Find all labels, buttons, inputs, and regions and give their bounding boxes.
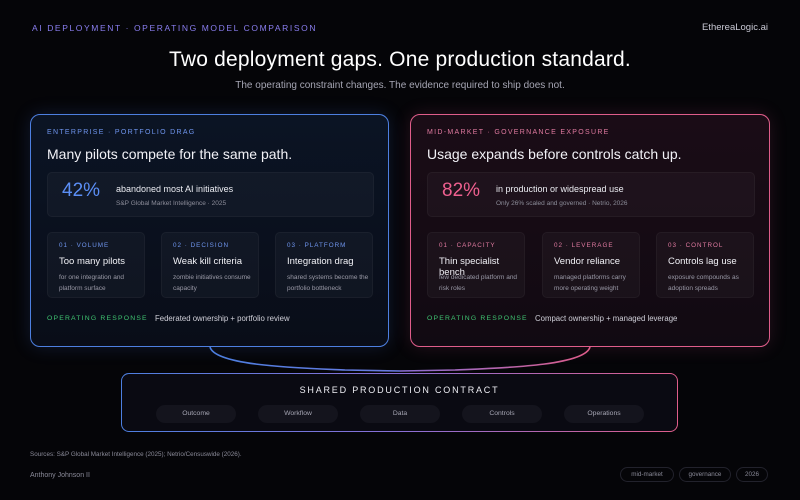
contract-chip-outcome: Outcome xyxy=(156,405,236,423)
midmarket-stat-value: 82% xyxy=(442,180,481,201)
card-description: few dedicated platform and risk roles xyxy=(439,274,518,292)
card-title: Thin specialist bench xyxy=(439,256,500,278)
midmarket-stat-source: Only 26% scaled and governed · Netrio, 2… xyxy=(496,200,628,207)
enterprise-stat-source: S&P Global Market Intelligence · 2025 xyxy=(116,200,227,207)
contract-chip-workflow: Workflow xyxy=(258,405,338,423)
card-key: 01 · VOLUME xyxy=(59,242,110,249)
card-title: Vendor reliance xyxy=(554,256,621,267)
enterprise-eyebrow: ENTERPRISE · PORTFOLIO DRAG xyxy=(47,129,196,136)
enterprise-response-label: OPERATING RESPONSE xyxy=(47,315,148,322)
card-description: shared systems become the portfolio bott… xyxy=(287,274,369,292)
midmarket-panel: MID-MARKET · GOVERNANCE EXPOSURE Usage e… xyxy=(410,114,770,347)
contract-chip-operations: Operations xyxy=(564,405,644,423)
midmarket-card-capacity: 01 · CAPACITY Thin specialist bench few … xyxy=(427,232,525,298)
card-key: 02 · DECISION xyxy=(173,242,230,249)
enterprise-stat-value: 42% xyxy=(62,180,101,201)
connector-left xyxy=(209,346,401,372)
midmarket-response-value: Compact ownership + managed leverage xyxy=(535,314,678,323)
enterprise-response-value: Federated ownership + portfolio review xyxy=(155,314,290,323)
card-title: Integration drag xyxy=(287,256,354,267)
midmarket-title: Usage expands before controls catch up. xyxy=(427,146,682,162)
card-key: 01 · CAPACITY xyxy=(439,242,496,249)
enterprise-stat-box: 42% abandoned most AI initiatives S&P Gl… xyxy=(47,172,374,217)
tag-mid-market: mid-market xyxy=(620,467,674,482)
tag-year: 2026 xyxy=(736,467,768,482)
card-title: Too many pilots xyxy=(59,256,126,267)
enterprise-stat-label: abandoned most AI initiatives xyxy=(116,184,234,194)
card-key: 03 · PLATFORM xyxy=(287,242,347,249)
enterprise-card-volume: 01 · VOLUME Too many pilots for one inte… xyxy=(47,232,145,298)
card-title: Weak kill criteria xyxy=(173,256,242,267)
enterprise-title: Many pilots compete for the same path. xyxy=(47,146,293,162)
contract-title: SHARED PRODUCTION CONTRACT xyxy=(299,385,500,395)
enterprise-panel: ENTERPRISE · PORTFOLIO DRAG Many pilots … xyxy=(30,114,389,347)
card-description: zombie initiatives consume capacity xyxy=(173,274,251,292)
card-key: 03 · CONTROL xyxy=(668,242,724,249)
tag-governance: governance xyxy=(679,467,731,482)
header-eyebrow: AI DEPLOYMENT · OPERATING MODEL COMPARIS… xyxy=(32,23,318,33)
midmarket-card-leverage: 02 · LEVERAGE Vendor reliance managed pl… xyxy=(542,232,640,298)
card-description: managed platforms carry more operating w… xyxy=(554,274,626,292)
card-key: 02 · LEVERAGE xyxy=(554,242,614,249)
sources-note: Sources: S&P Global Market Intelligence … xyxy=(30,451,242,458)
midmarket-card-control: 03 · CONTROL Controls lag use exposure c… xyxy=(656,232,754,298)
midmarket-stat-label: in production or widespread use xyxy=(496,184,624,194)
contract-chip-controls: Controls xyxy=(462,405,542,423)
midmarket-eyebrow: MID-MARKET · GOVERNANCE EXPOSURE xyxy=(427,129,610,136)
connector-right xyxy=(399,346,591,372)
enterprise-card-platform: 03 · PLATFORM Integration drag shared sy… xyxy=(275,232,373,298)
shared-contract-box: SHARED PRODUCTION CONTRACT Outcome Workf… xyxy=(121,373,678,432)
enterprise-card-decision: 02 · DECISION Weak kill criteria zombie … xyxy=(161,232,259,298)
author-name: Anthony Johnson II xyxy=(30,472,90,479)
card-description: exposure compounds as adoption spreads xyxy=(668,274,739,292)
brand-name: EthereaLogic.ai xyxy=(701,22,768,33)
contract-chip-data: Data xyxy=(360,405,440,423)
midmarket-stat-box: 82% in production or widespread use Only… xyxy=(427,172,755,217)
midmarket-response-label: OPERATING RESPONSE xyxy=(427,315,528,322)
card-title: Controls lag use xyxy=(668,256,737,267)
page-subtitle: The operating constraint changes. The ev… xyxy=(235,80,565,91)
page-title: Two deployment gaps. One production stan… xyxy=(169,48,631,71)
card-description: for one integration and platform surface xyxy=(59,274,125,292)
